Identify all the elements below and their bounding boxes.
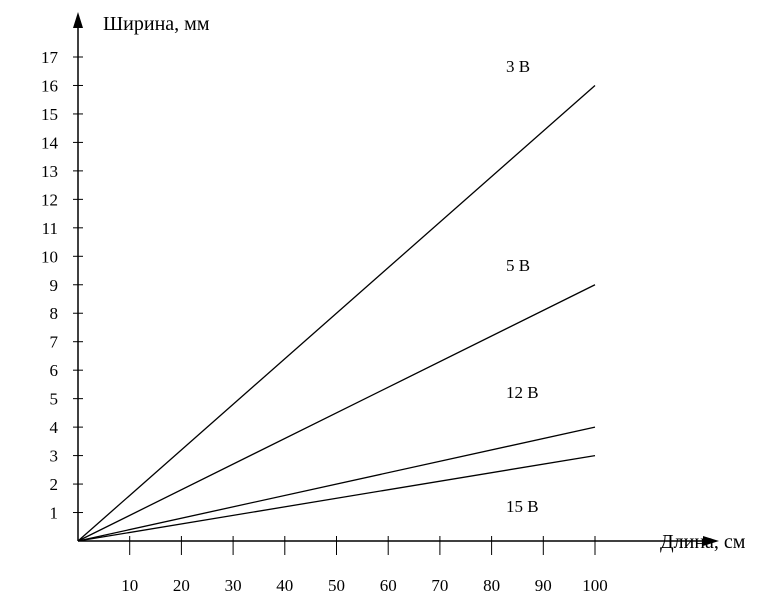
x-tick-label: 20 xyxy=(173,576,190,595)
y-tick-label: 15 xyxy=(41,105,58,124)
y-tick-label: 13 xyxy=(41,162,58,181)
y-tick-label: 7 xyxy=(50,333,59,352)
x-axis-title: Длина, см xyxy=(660,531,746,553)
series-lines xyxy=(77,84,596,542)
axes xyxy=(73,12,719,546)
x-tick-label: 60 xyxy=(380,576,397,595)
x-tick-label: 100 xyxy=(582,576,608,595)
y-tick-label: 10 xyxy=(41,247,58,266)
x-axis-arrow xyxy=(703,536,719,546)
y-tick-label: 8 xyxy=(50,304,59,323)
series-label: 3 В xyxy=(506,57,530,76)
y-tick-label: 17 xyxy=(41,48,59,67)
y-tick-label: 11 xyxy=(42,219,58,238)
series-labels: 3 В 5 В 12 В 15 В xyxy=(506,57,539,516)
x-tick-label: 80 xyxy=(483,576,500,595)
series-line xyxy=(77,84,596,542)
y-axis-arrow xyxy=(73,12,83,28)
x-tick-label: 40 xyxy=(276,576,293,595)
y-tick-label: 1 xyxy=(50,504,59,523)
y-tick-label: 3 xyxy=(50,447,59,466)
y-axis-title: Ширина, мм xyxy=(103,13,210,35)
series-line xyxy=(77,454,596,542)
y-tick-label: 2 xyxy=(50,475,59,494)
y-tick-label: 14 xyxy=(41,133,59,152)
y-tick-label: 6 xyxy=(50,361,59,380)
series-label: 12 В xyxy=(506,383,539,402)
y-tick-label: 12 xyxy=(41,190,58,209)
series-label: 5 В xyxy=(506,256,530,275)
x-tick-label: 70 xyxy=(431,576,448,595)
x-tick-label: 50 xyxy=(328,576,345,595)
y-tick-label: 9 xyxy=(50,276,59,295)
y-tick-label: 5 xyxy=(50,390,59,409)
series-line xyxy=(77,426,596,542)
y-tick-label: 4 xyxy=(50,418,59,437)
x-tick-label: 90 xyxy=(535,576,552,595)
series-label: 15 В xyxy=(506,497,539,516)
x-tick-label: 30 xyxy=(225,576,242,595)
series-line xyxy=(77,284,596,542)
y-tick-label: 16 xyxy=(41,76,58,95)
x-tick-label: 10 xyxy=(121,576,138,595)
